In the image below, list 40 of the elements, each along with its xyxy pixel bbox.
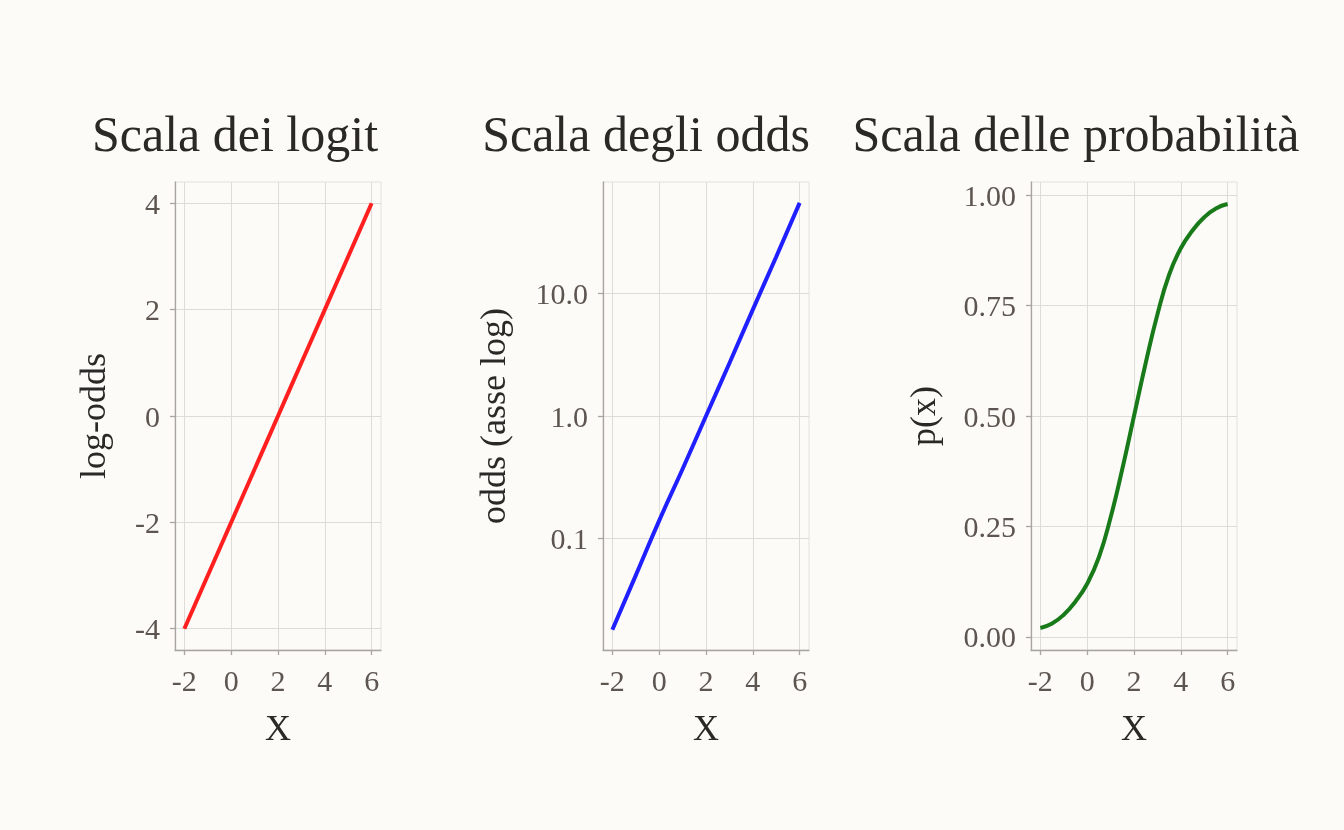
x-tick-label: 0 <box>1079 663 1095 697</box>
x-tick-label: -2 <box>599 663 625 697</box>
x-axis-title: X <box>693 708 719 748</box>
line-series <box>610 200 802 632</box>
y-tick-label: 4 <box>145 186 160 220</box>
x-tick-label: -2 <box>1027 663 1053 697</box>
y-tick-label: 0.25 <box>963 509 1016 543</box>
y-axis-title: odds (asse log) <box>473 308 513 524</box>
y-axis-title: p(x) <box>903 386 943 446</box>
line-series <box>182 201 374 631</box>
x-tick-label: -2 <box>171 663 197 697</box>
y-tick-label: 0.75 <box>963 289 1016 323</box>
x-tick-label: 2 <box>1126 663 1142 697</box>
y-tick-label: 10.0 <box>535 277 588 311</box>
chart-title: Scala degli odds <box>482 106 810 162</box>
x-axis-title: X <box>265 708 291 748</box>
y-tick-label: -4 <box>135 612 160 646</box>
x-tick-label: 6 <box>792 663 808 697</box>
x-tick-label: 2 <box>270 663 286 697</box>
y-tick-label: 0.1 <box>550 522 588 556</box>
y-tick-label: 2 <box>145 293 160 327</box>
chart-title: Scala dei logit <box>91 106 379 162</box>
y-tick-label: 1.0 <box>550 399 588 433</box>
x-tick-label: 4 <box>317 663 333 697</box>
chart-title: Scala delle probabilità <box>852 106 1300 162</box>
y-tick-label: 0.00 <box>963 620 1016 654</box>
x-tick-label: 0 <box>223 663 239 697</box>
y-axis-title: log-odds <box>73 353 113 479</box>
x-tick-label: 6 <box>1220 663 1236 697</box>
x-tick-label: 0 <box>651 663 667 697</box>
y-tick-label: -2 <box>135 505 160 539</box>
x-axis-title: X <box>1121 708 1147 748</box>
x-tick-label: 6 <box>364 663 380 697</box>
x-tick-label: 4 <box>745 663 761 697</box>
x-tick-label: 2 <box>698 663 714 697</box>
y-tick-label: 0.50 <box>963 399 1016 433</box>
line-series <box>1038 202 1230 630</box>
y-tick-label: 0 <box>145 399 160 433</box>
y-tick-label: 1.00 <box>963 178 1016 212</box>
x-tick-label: 4 <box>1173 663 1189 697</box>
